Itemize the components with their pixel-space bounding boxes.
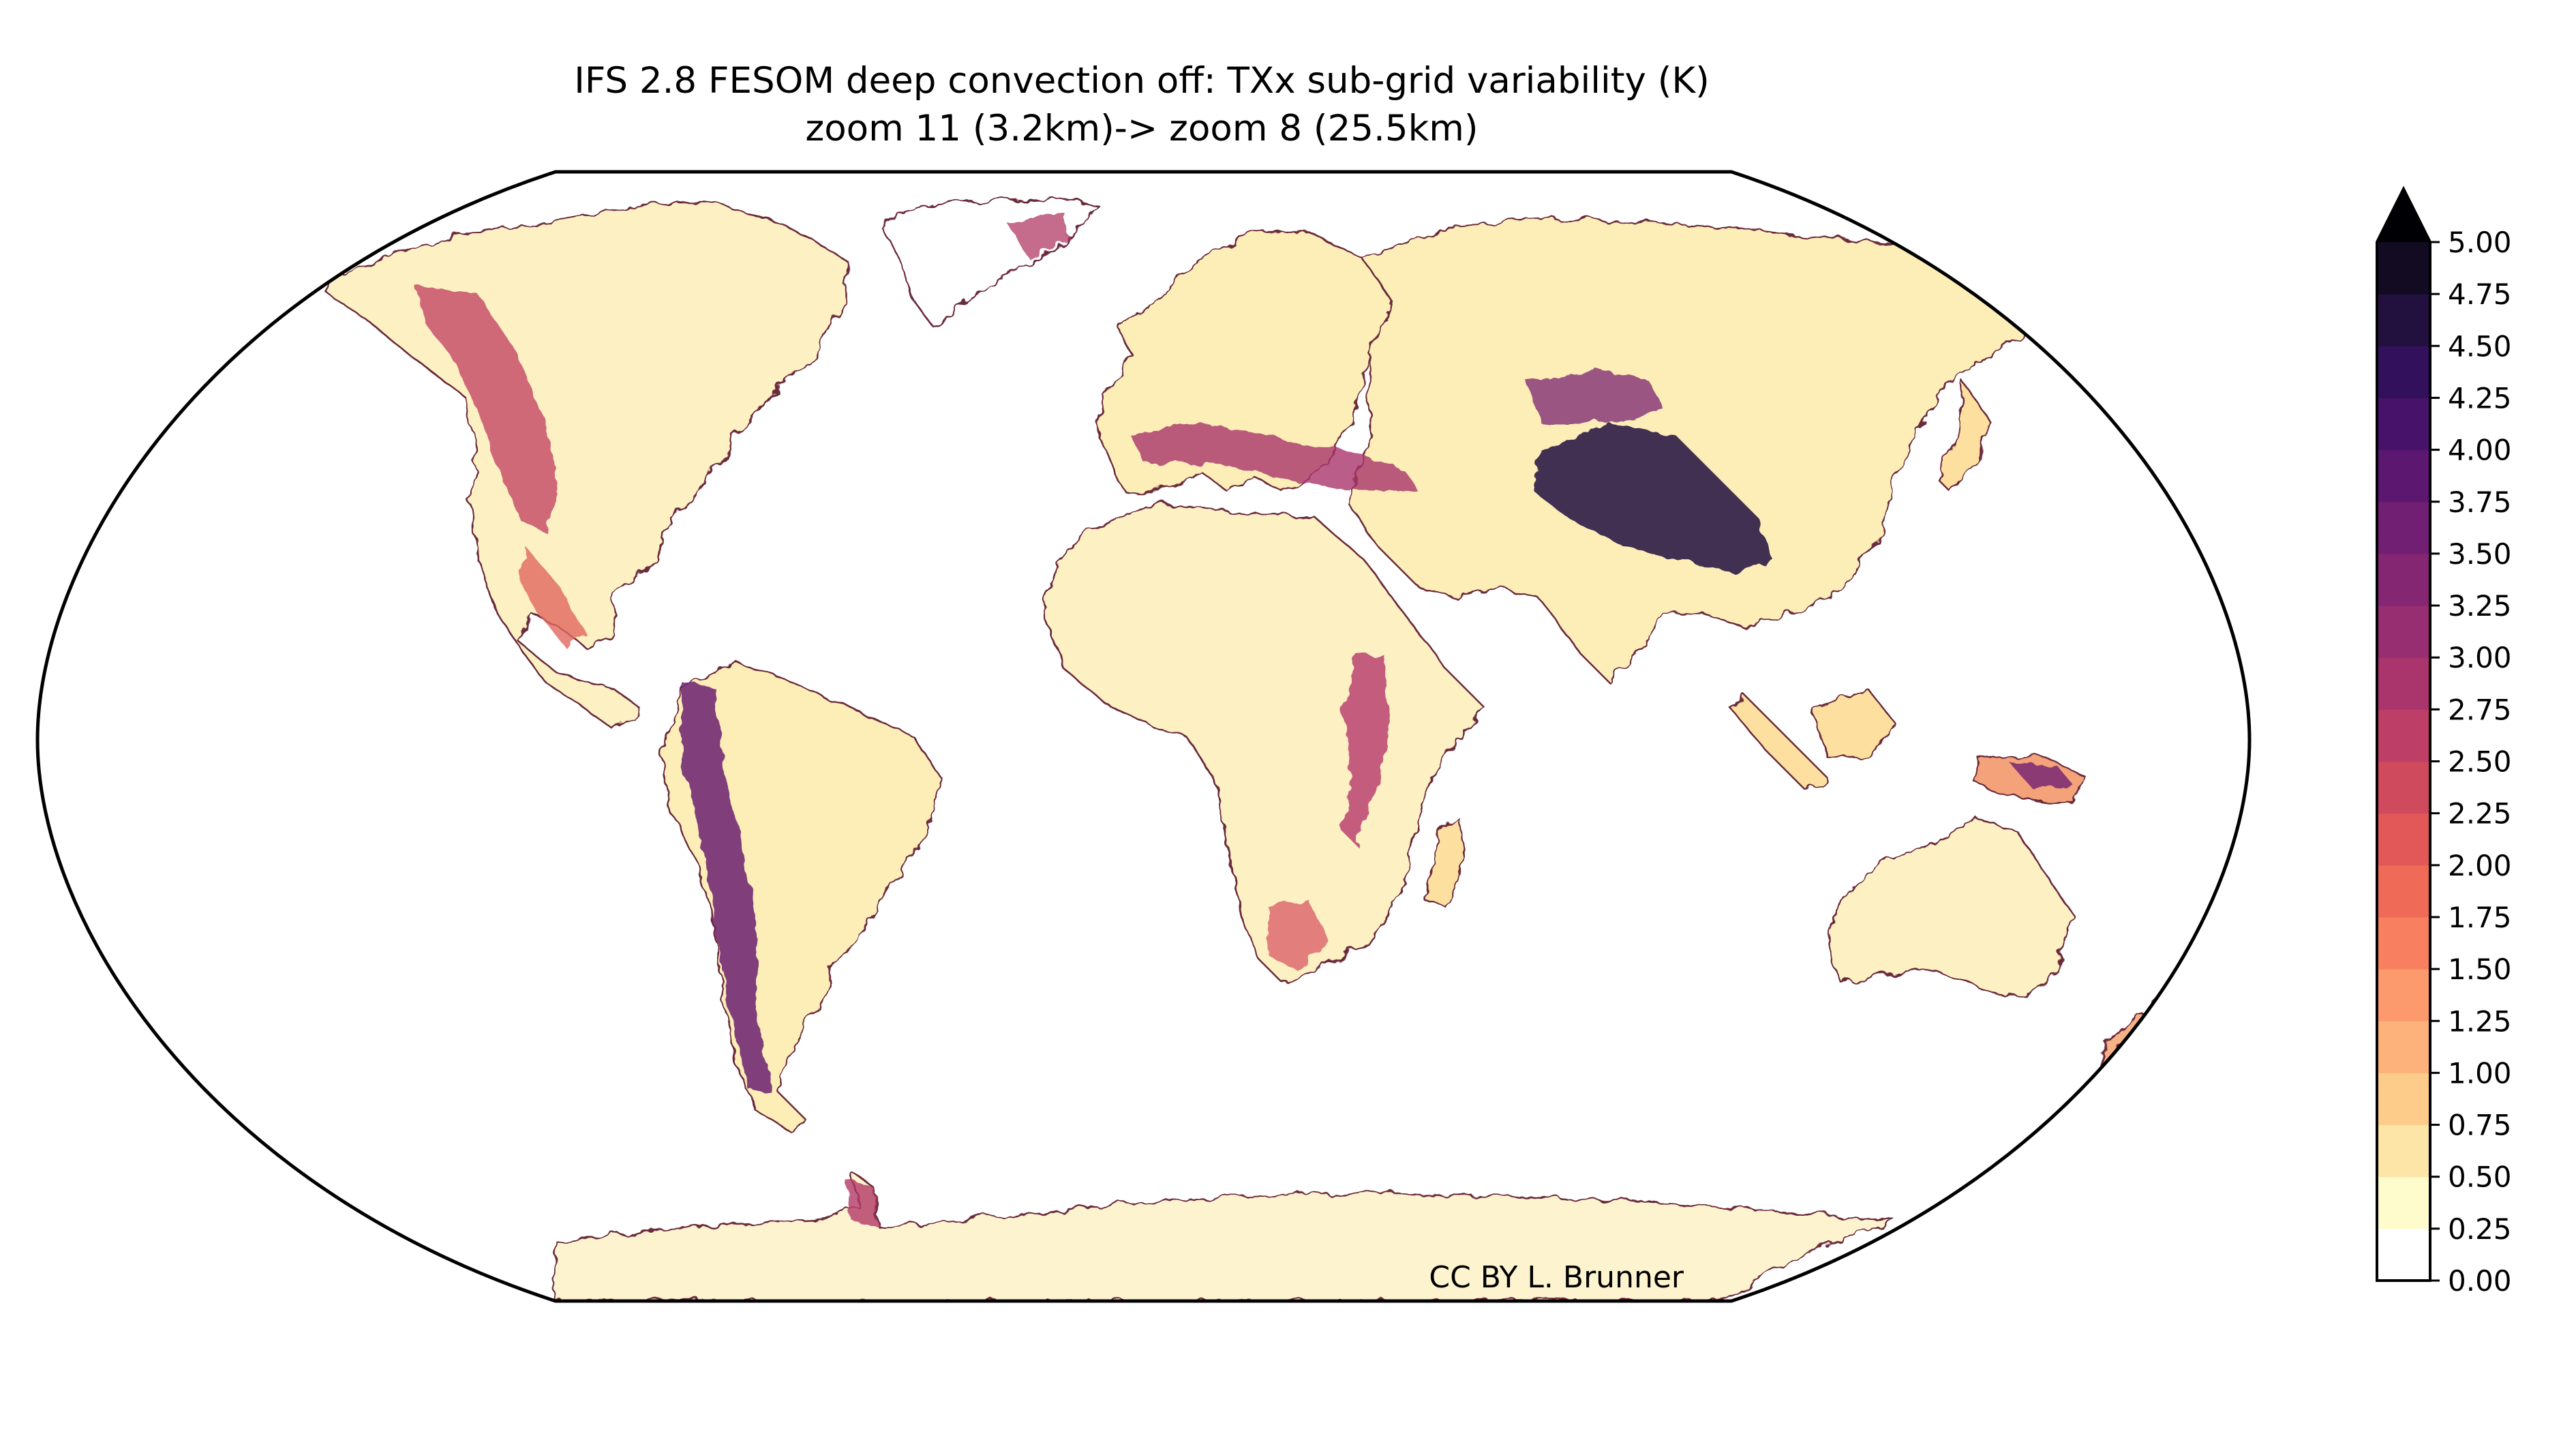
colorbar-segment [2377,969,2430,1021]
zone-new-guinea-highlands [2011,764,2072,788]
continent-africa [1042,503,1487,983]
colorbar-tick-label: 3.00 [2448,641,2512,674]
colorbar-tick-label: 1.75 [2448,901,2512,934]
zone-mexico-highlands [518,546,586,648]
colorbar-tick-label: 0.00 [2448,1264,2512,1298]
colorbar-tick-label: 2.50 [2448,745,2512,779]
colorbar-tick-label: 1.00 [2448,1056,2512,1090]
zone-antarctic-peninsula [845,1180,879,1227]
zone-greenland-coast [1009,211,1070,259]
landmass-sumatra [1730,694,1828,792]
landmass-madagascar [1423,817,1467,908]
colorbar-segment [2377,398,2430,451]
map-panel: CC BY L. Brunner [35,170,2252,1303]
colorbar-segment [2377,709,2430,762]
colorbar-tick-label: 2.00 [2448,849,2512,882]
map-subtitle: zoom 11 (3.2km)-> zoom 8 (25.5km) [805,108,1478,149]
zone-east-african-rift [1343,655,1391,846]
colorbar-segment [2377,294,2430,346]
zone-central-asia-ranges [1527,368,1663,423]
colorbar-segment [2377,449,2430,503]
colorbar-tick-label: 2.75 [2448,693,2512,726]
zone-southern-africa [1268,900,1329,968]
continent-australia [1825,817,2074,997]
colorbar-segment [2377,865,2430,918]
colorbar-tick-label: 3.75 [2448,486,2512,519]
colorbar-outline [2376,185,2431,1282]
colorbar-tick-label: 3.25 [2448,589,2512,623]
zone-alps-caucasus [1132,423,1418,491]
colorbar-segment [2377,761,2430,814]
colorbar-segment [2377,916,2430,970]
map-title: IFS 2.8 FESOM deep convection off: TXx s… [574,60,1710,102]
zone-himalaya-tibet [1534,423,1772,573]
colorbar-segment [2377,346,2430,399]
colorbar-segment [2377,501,2430,554]
high-variability-zones [416,211,2072,1227]
zone-andes [682,682,770,1091]
colorbar-tick-label: 4.75 [2448,278,2512,311]
colorbar-tick-label: 1.25 [2448,1004,2512,1038]
colorbar-tick-label: 1.50 [2448,953,2512,986]
zone-rocky-mountains [416,286,559,532]
colorbar-segment [2377,606,2430,658]
colorbar-tick-label: 0.75 [2448,1109,2512,1142]
colorbar-segment [2377,1176,2430,1229]
colorbar-tick-label: 3.50 [2448,537,2512,571]
colorbar-tick-label: 0.50 [2448,1161,2512,1194]
colorbar-tick-label: 5.00 [2448,226,2512,259]
colorbar-segment [2377,1073,2430,1126]
globe-outline [35,170,2252,1303]
colorbar-tick-label: 4.25 [2448,381,2512,415]
colorbar-segment [2377,553,2430,606]
colorbar-segment [2377,1021,2430,1073]
colorbar-segment [2377,1124,2430,1178]
landmass-japan [1935,380,1992,492]
colorbar-segment [2377,657,2430,710]
colorbar-extend-arrow [2377,189,2430,242]
landmass-borneo [1812,687,1896,758]
colorbar-segment [2377,242,2430,295]
colorbar-tick-label: 2.25 [2448,797,2512,831]
colorbar: 0.00 0.25 0.50 0.75 1.00 1.25 1.50 1.75 2.00 2.25… [2376,185,2512,1298]
land-masses [326,196,2183,1301]
credit-label: CC BY L. Brunner [1429,1260,1684,1295]
colorbar-tick-label: 4.50 [2448,329,2512,363]
colorbar-tick-label: 4.00 [2448,434,2512,467]
colorbar-segment [2377,813,2430,866]
colorbar-tick-label: 0.25 [2448,1212,2512,1246]
colorbar-segment [2377,1228,2430,1281]
